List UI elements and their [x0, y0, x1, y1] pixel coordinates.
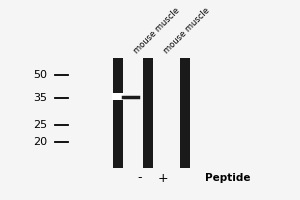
- Bar: [180, 58, 190, 168]
- Text: mouse muscle: mouse muscle: [132, 6, 181, 55]
- Text: -: -: [138, 171, 142, 184]
- Text: 25: 25: [33, 120, 47, 130]
- Text: mouse muscle: mouse muscle: [162, 6, 211, 55]
- Text: 35: 35: [33, 93, 47, 103]
- Text: Peptide: Peptide: [205, 173, 250, 183]
- Text: 50: 50: [33, 70, 47, 80]
- Bar: [143, 58, 153, 168]
- Text: +: +: [158, 171, 168, 184]
- Bar: [113, 58, 123, 168]
- Text: 20: 20: [33, 137, 47, 147]
- Bar: [112, 93, 124, 100]
